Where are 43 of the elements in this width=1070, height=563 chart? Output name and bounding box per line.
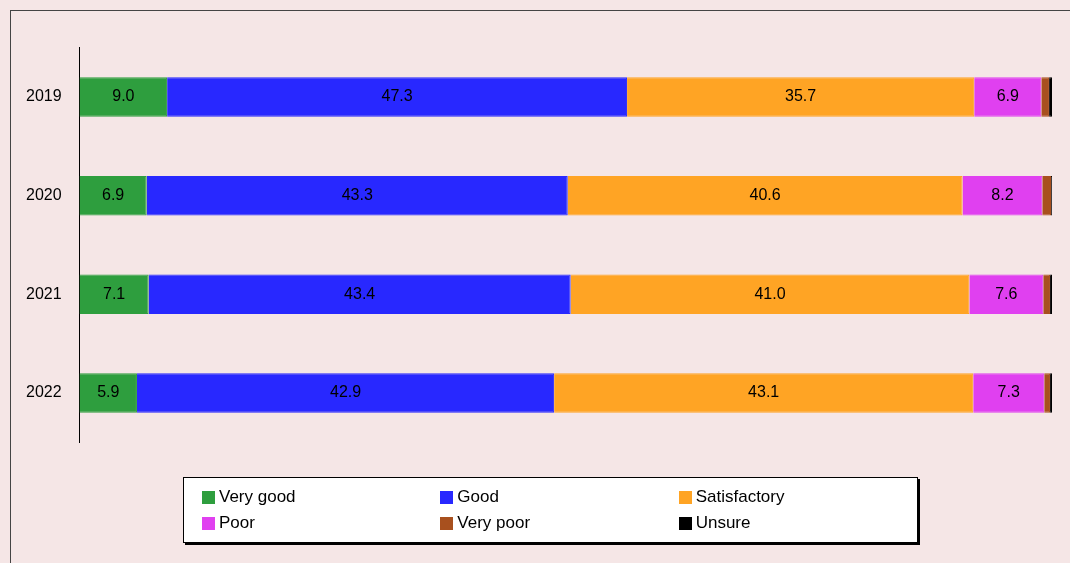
bar xyxy=(973,373,1045,413)
bar xyxy=(974,77,1042,117)
data-label: 40.6 xyxy=(749,186,781,204)
bar xyxy=(79,274,149,315)
data-label: 8.2 xyxy=(991,186,1014,204)
bar xyxy=(570,274,970,315)
legend-label: Satisfactory xyxy=(695,487,785,506)
data-label: 7.3 xyxy=(997,383,1020,401)
data-label: 47.3 xyxy=(381,87,413,105)
bar xyxy=(146,175,568,216)
bar xyxy=(1041,77,1050,117)
data-label: 5.9 xyxy=(97,383,120,401)
legend-label: Very good xyxy=(219,487,296,506)
bar xyxy=(962,175,1043,216)
bar xyxy=(148,274,571,315)
y-tick-label: 2019 xyxy=(26,87,62,105)
bar xyxy=(627,77,975,117)
bar xyxy=(567,175,963,216)
data-label: 43.4 xyxy=(344,284,376,302)
bar xyxy=(167,77,628,117)
legend-label: Poor xyxy=(219,513,255,532)
data-label: 7.1 xyxy=(102,284,126,302)
data-label: 43.1 xyxy=(748,383,780,401)
bar xyxy=(79,175,147,216)
legend-label: Unsure xyxy=(695,513,751,532)
bar xyxy=(79,373,137,413)
y-tick-label: 2022 xyxy=(26,383,62,401)
bar xyxy=(969,274,1044,315)
data-label: 6.9 xyxy=(996,87,1019,105)
bar xyxy=(554,373,974,413)
legend-label: Good xyxy=(457,487,499,506)
data-label: 43.3 xyxy=(341,186,373,204)
data-label: 35.7 xyxy=(785,87,817,105)
y-tick-label: 2021 xyxy=(26,284,62,302)
legend-label: Very poor xyxy=(457,513,531,532)
data-label: 7.6 xyxy=(995,284,1018,302)
data-label: 6.9 xyxy=(102,186,125,204)
data-label: 41.0 xyxy=(754,284,786,302)
bar xyxy=(79,77,168,117)
y-tick-label: 2020 xyxy=(26,186,62,204)
bar xyxy=(136,373,555,413)
data-label: 9.0 xyxy=(112,87,135,105)
data-label: 42.9 xyxy=(329,383,362,401)
